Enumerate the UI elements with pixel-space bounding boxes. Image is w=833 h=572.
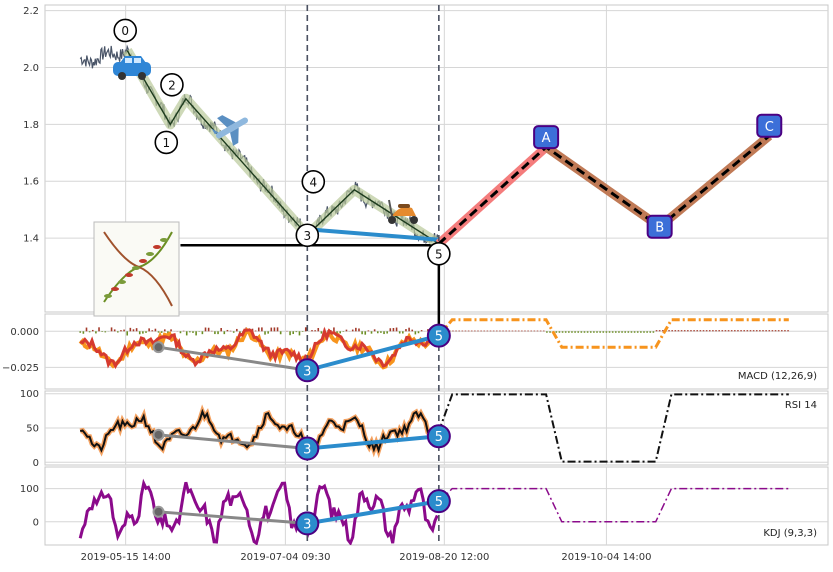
airplane-icon <box>211 115 248 146</box>
y-tick-label-price: 1.6 <box>23 177 39 188</box>
wave-label-1: 1 <box>162 136 170 150</box>
kdj-divergence-label-3: 3 <box>303 517 311 532</box>
kdj-divergence-line <box>306 499 440 526</box>
rsi-forecast-line <box>437 393 789 463</box>
wave-label-0: 0 <box>121 24 129 38</box>
rsi-divergence-marker <box>295 436 320 461</box>
rsi-divergence-ref-point <box>152 428 165 441</box>
x-tick-label: 2019-07-04 09:30 <box>240 552 330 563</box>
wave-label-marker <box>160 73 184 97</box>
wave-label-marker <box>301 169 326 194</box>
macd-divergence-label-3: 3 <box>303 364 311 379</box>
wave-label-4: 4 <box>309 175 317 189</box>
rsi-divergence-marker <box>426 424 451 449</box>
wave-line <box>126 50 440 245</box>
rsi-divergence-label-3: 3 <box>303 443 311 458</box>
y-tick-label-kdj: 100 <box>20 484 39 495</box>
prediction-label-B: B <box>655 221 664 236</box>
macd-divergence-label-5: 5 <box>435 330 443 345</box>
macd-line <box>79 326 439 370</box>
kdj-line <box>78 478 439 545</box>
kdj-forecast-line <box>438 487 789 523</box>
x-tick-label: 2019-10-04 14:00 <box>561 552 651 563</box>
wave-label-marker <box>295 223 320 248</box>
prediction-label-box <box>533 125 560 150</box>
icon-layer <box>93 56 418 317</box>
x-tick-label: 2019-08-20 12:00 <box>399 552 489 563</box>
scooter-icon <box>388 199 418 224</box>
y-tick-label-macd: 0.000 <box>10 327 39 338</box>
wave-label-marker <box>154 130 179 155</box>
prediction-label-C: C <box>765 120 774 135</box>
overlay-layer: 0 1 2 3 4 5 A B C 3 5 3 5 3 5 <box>113 5 783 545</box>
prediction-label-box <box>646 214 673 239</box>
macd-panel-label: MACD (12,26,9) <box>738 371 817 382</box>
kdj-panel-label: KDJ (9,3,3) <box>763 528 817 539</box>
y-tick-label-rsi: 100 <box>20 389 39 400</box>
y-tick-label-rsi: 50 <box>26 424 39 435</box>
rsi-divergence-label-5: 5 <box>435 430 443 445</box>
plant-thumbnail <box>93 221 180 317</box>
car-icon <box>113 56 151 80</box>
kdj-divergence-marker <box>426 489 451 514</box>
macd-divergence-marker <box>426 323 451 348</box>
tick-labels: 1.41.61.82.02.20.000−0.02505010001002019… <box>2 6 817 563</box>
wave-label-5: 5 <box>435 247 443 261</box>
prediction-line <box>437 134 771 245</box>
wave-label-marker <box>427 241 451 266</box>
prediction-label-A: A <box>542 131 551 146</box>
rsi-panel-label: RSI 14 <box>785 400 817 411</box>
y-tick-label-price: 2.2 <box>23 6 39 17</box>
macd-divergence-marker <box>295 358 320 383</box>
y-tick-label-price: 1.8 <box>23 120 39 131</box>
kdj-divergence-marker <box>295 511 320 536</box>
macd-divergence-ref-line <box>158 345 308 372</box>
y-tick-label-rsi: 0 <box>33 458 39 469</box>
wave-label-marker <box>113 18 138 43</box>
rsi-divergence-ref-line <box>158 433 308 451</box>
wave-label-2: 2 <box>168 78 176 92</box>
wave-label-3: 3 <box>303 229 311 243</box>
y-tick-label-price: 2.0 <box>23 63 39 74</box>
x-tick-label: 2019-05-15 14:00 <box>81 552 171 563</box>
y-tick-label-kdj: 0 <box>33 517 39 528</box>
y-tick-label-price: 1.4 <box>23 234 39 245</box>
prediction-label-box <box>756 113 783 138</box>
rsi-divergence-line <box>307 434 440 451</box>
price-divergence-line <box>307 227 440 242</box>
macd-divergence-ref-point <box>152 341 165 354</box>
y-tick-label-macd: −0.025 <box>2 363 39 374</box>
kdj-divergence-label-5: 5 <box>435 495 443 510</box>
macd-divergence-line <box>306 333 440 373</box>
kdj-divergence-ref-line <box>158 510 308 525</box>
kdj-divergence-ref-point <box>152 505 165 518</box>
macd-forecast-line <box>437 318 789 349</box>
rsi-line <box>79 408 438 454</box>
